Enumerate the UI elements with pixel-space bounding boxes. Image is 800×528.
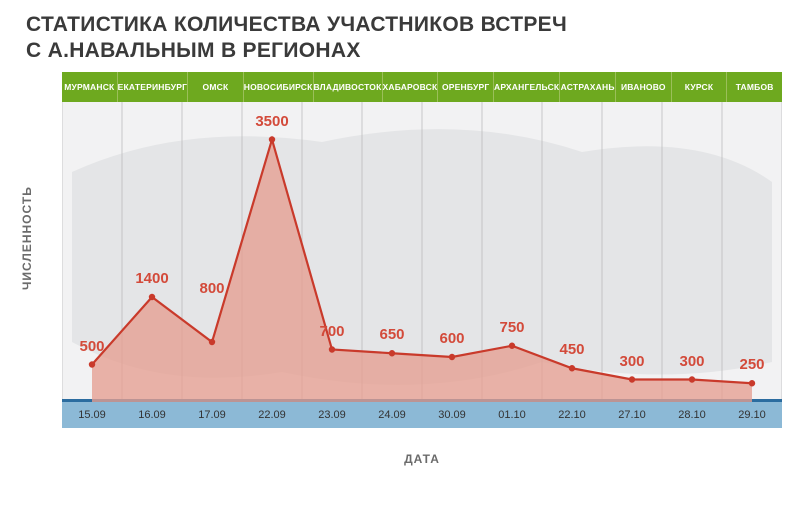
date-cell: 01.10 (482, 402, 542, 428)
date-cell: 27.10 (602, 402, 662, 428)
date-cell: 23.09 (302, 402, 362, 428)
city-header: МУРМАНСК (62, 72, 118, 102)
city-header: АРХАНГЕЛЬСК (494, 72, 560, 102)
city-header: ТАМБОВ (727, 72, 782, 102)
city-header: ОРЕНБУРГ (438, 72, 494, 102)
city-header: ХАБАРОВСК (383, 72, 439, 102)
value-label: 700 (319, 323, 344, 340)
value-label: 800 (199, 280, 224, 297)
city-header: НОВОСИБИРСК (244, 72, 314, 102)
value-label: 450 (559, 341, 584, 358)
value-label: 750 (499, 319, 524, 336)
chart-title: СТАТИСТИКА КОЛИЧЕСТВА УЧАСТНИКОВ ВСТРЕЧС… (26, 12, 567, 64)
city-header: КУРСК (672, 72, 728, 102)
plot-area: 500 1400 800 3500 700 650 600 750 450 300 300 250 (62, 102, 782, 402)
chart: МУРМАНСКЕКАТЕРИНБУРГОМСКНОВОСИБИРСКВЛАДИ… (62, 72, 782, 472)
date-cell: 17.09 (182, 402, 242, 428)
date-row: 15.0916.0917.0922.0923.0924.0930.0901.10… (62, 402, 782, 428)
value-label: 600 (439, 330, 464, 347)
city-header: ОМСК (188, 72, 244, 102)
y-axis-label: ЧИСЛЕННОСТЬ (20, 186, 34, 290)
city-header: ИВАНОВО (616, 72, 672, 102)
value-label: 3500 (255, 113, 288, 130)
date-cell: 16.09 (122, 402, 182, 428)
city-header: ВЛАДИВОСТОК (314, 72, 383, 102)
value-label: 650 (379, 326, 404, 343)
x-axis-label: ДАТА (62, 452, 782, 466)
date-cell: 15.09 (62, 402, 122, 428)
value-label: 250 (739, 356, 764, 373)
value-label: 300 (679, 353, 704, 370)
city-header: АСТРАХАНЬ (560, 72, 616, 102)
value-label: 500 (79, 338, 104, 355)
date-cell: 22.09 (242, 402, 302, 428)
city-header: ЕКАТЕРИНБУРГ (118, 72, 188, 102)
value-label: 300 (619, 353, 644, 370)
date-cell: 29.10 (722, 402, 782, 428)
date-cell: 30.09 (422, 402, 482, 428)
city-header-row: МУРМАНСКЕКАТЕРИНБУРГОМСКНОВОСИБИРСКВЛАДИ… (62, 72, 782, 102)
date-cell: 22.10 (542, 402, 602, 428)
value-label: 1400 (135, 270, 168, 287)
date-cell: 24.09 (362, 402, 422, 428)
date-cell: 28.10 (662, 402, 722, 428)
